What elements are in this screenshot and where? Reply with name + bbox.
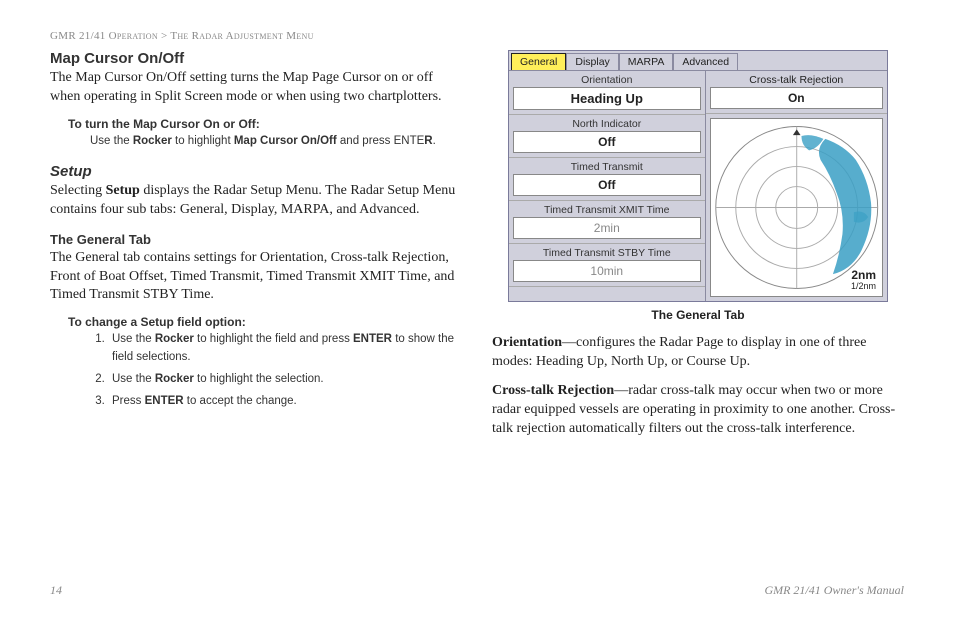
value-stby-time[interactable]: 10min (513, 260, 701, 282)
step-heading-change: To change a Setup field option: (68, 315, 462, 329)
heading-setup: Setup (50, 163, 462, 180)
value-orientation[interactable]: Heading Up (513, 87, 701, 110)
value-crosstalk[interactable]: On (710, 87, 883, 109)
page-number: 14 (50, 583, 62, 598)
step-3: Press ENTER to accept the change. (108, 393, 462, 411)
step-2: Use the Rocker to highlight the selectio… (108, 371, 462, 389)
breadcrumb: GMR 21/41 Operation > The Radar Adjustme… (50, 30, 904, 42)
label-xmit-time: Timed Transmit XMIT Time (509, 201, 705, 217)
step-heading-map-cursor: To turn the Map Cursor On or Off: (68, 117, 462, 131)
para-general-tab: The General tab contains settings for Or… (50, 249, 462, 306)
label-stby-time: Timed Transmit STBY Time (509, 244, 705, 260)
footer: 14 GMR 21/41 Owner's Manual (50, 583, 904, 598)
figure-general-tab: General Display MARPA Advanced Orientati… (492, 50, 904, 322)
def-crosstalk: Cross-talk Rejection—radar cross-talk ma… (492, 382, 904, 439)
right-column: General Display MARPA Advanced Orientati… (492, 50, 904, 438)
step-1: Use the Rocker to highlight the field an… (108, 331, 462, 367)
tab-advanced[interactable]: Advanced (673, 53, 738, 70)
tab-marpa[interactable]: MARPA (619, 53, 674, 70)
range-label: 2nm 1/2nm (851, 269, 876, 292)
label-north-indicator: North Indicator (509, 115, 705, 131)
label-orientation: Orientation (509, 71, 705, 87)
para-setup: Selecting Setup displays the Radar Setup… (50, 182, 462, 220)
left-column: Map Cursor On/Off The Map Cursor On/Off … (50, 50, 462, 438)
value-xmit-time[interactable]: 2min (513, 217, 701, 239)
para-map-cursor: The Map Cursor On/Off setting turns the … (50, 69, 462, 107)
label-timed-transmit: Timed Transmit (509, 158, 705, 174)
heading-general-tab: The General Tab (50, 232, 462, 247)
radar-tabs: General Display MARPA Advanced (509, 51, 887, 71)
manual-title: GMR 21/41 Owner's Manual (764, 583, 904, 598)
figure-caption: The General Tab (492, 308, 904, 322)
tab-display[interactable]: Display (566, 53, 618, 70)
def-orientation: Orientation—configures the Radar Page to… (492, 334, 904, 372)
radar-panel: General Display MARPA Advanced Orientati… (508, 50, 888, 302)
value-north-indicator[interactable]: Off (513, 131, 701, 153)
step-text-map-cursor: Use the Rocker to highlight Map Cursor O… (90, 133, 462, 149)
tab-general[interactable]: General (511, 53, 566, 70)
heading-map-cursor: Map Cursor On/Off (50, 50, 462, 67)
radar-fields: Orientation Heading Up North Indicator O… (509, 71, 706, 301)
label-crosstalk: Cross-talk Rejection (706, 71, 887, 87)
steps-list: Use the Rocker to highlight the field an… (90, 331, 462, 410)
radar-scope: 2nm 1/2nm (710, 118, 883, 297)
value-timed-transmit[interactable]: Off (513, 174, 701, 196)
